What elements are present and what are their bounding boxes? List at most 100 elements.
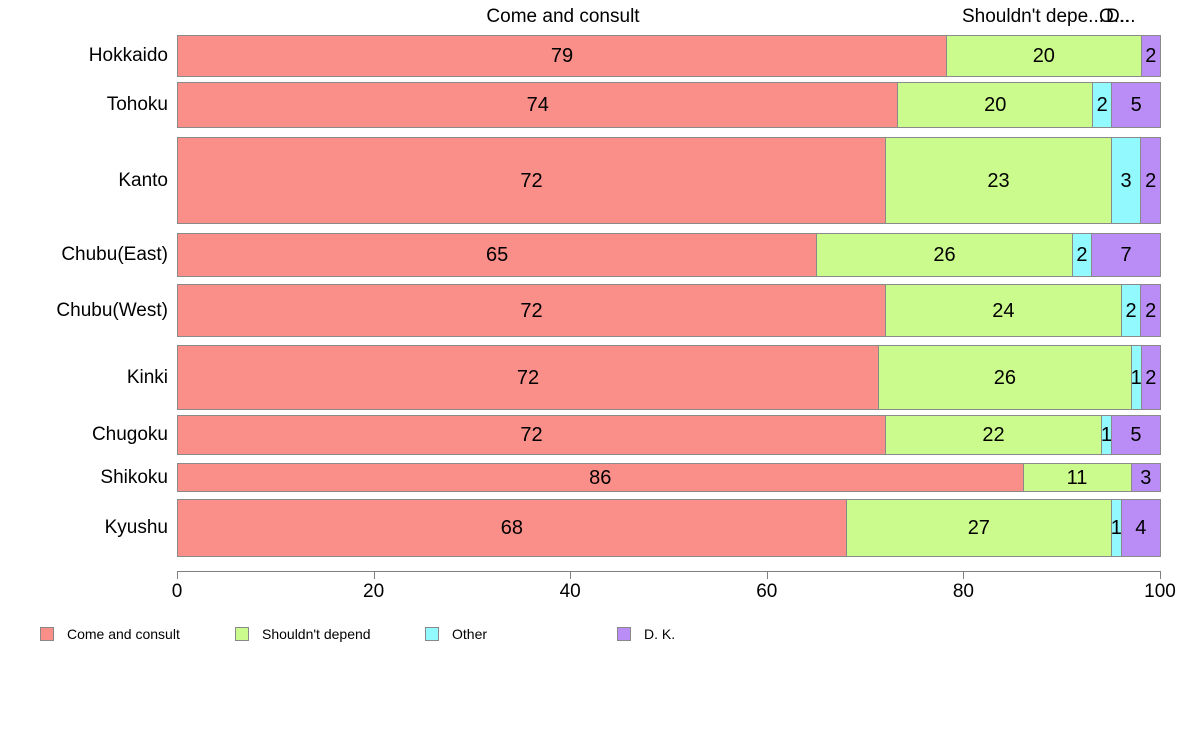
bar-segment: 3 xyxy=(1110,138,1141,223)
value-label: 1 xyxy=(1130,366,1142,389)
axis-tick xyxy=(1160,571,1161,579)
value-label: 72 xyxy=(520,169,543,192)
x-axis: 0 20 40 60 80 100 xyxy=(172,571,1176,602)
axis-tick xyxy=(373,571,375,579)
category-label: Chubu(East) xyxy=(61,244,168,265)
legend-label: Come and consult xyxy=(67,626,180,642)
bar-segment: 23 xyxy=(885,138,1111,223)
category-label: Kyushu xyxy=(104,517,168,538)
bar-segment: 72 xyxy=(178,346,879,409)
bar-row: Chubu(West) 72 24 2 2 xyxy=(0,284,1188,337)
value-label: 2 xyxy=(1145,366,1157,389)
column-header-dk-truncated: D... xyxy=(1106,6,1136,27)
legend-swatch-other xyxy=(425,627,439,641)
bar-segment: 11 xyxy=(1022,464,1131,491)
bar-segment: 2 xyxy=(1120,285,1141,336)
bar-segment: 22 xyxy=(885,416,1102,454)
bar-segment: 2 xyxy=(1140,346,1160,409)
bar-segment: 20 xyxy=(946,36,1141,76)
axis-tick-label: 60 xyxy=(756,581,778,602)
legend-label: Other xyxy=(452,626,488,642)
stacked-bar: 86 11 3 xyxy=(177,463,1161,492)
stacked-bar: 72 24 2 2 xyxy=(177,284,1161,337)
bar-segment: 72 xyxy=(178,285,886,336)
bar-segment: 2 xyxy=(1091,83,1112,127)
value-label: 72 xyxy=(516,366,540,389)
stacked-bar: 72 23 3 2 xyxy=(177,137,1161,224)
value-label: 27 xyxy=(967,517,990,539)
bar-segment: 1 xyxy=(1130,346,1142,409)
value-label: 2 xyxy=(1076,244,1088,266)
value-label: 5 xyxy=(1130,424,1142,446)
value-label: 65 xyxy=(486,244,509,266)
value-label: 68 xyxy=(500,517,523,539)
bar-segment: 2 xyxy=(1140,285,1160,336)
bar-segment: 65 xyxy=(178,234,817,276)
value-label: 2 xyxy=(1145,169,1157,192)
value-label: 26 xyxy=(933,244,956,266)
category-label: Chugoku xyxy=(91,424,168,445)
value-label: 22 xyxy=(982,424,1005,446)
bar-segment: 2 xyxy=(1140,36,1160,76)
value-label: 2 xyxy=(1125,299,1137,322)
bar-segment: 5 xyxy=(1111,83,1160,127)
bar-segment: 27 xyxy=(845,500,1111,556)
legend-label: Shouldn't depend xyxy=(262,626,371,642)
bar-segment: 3 xyxy=(1130,464,1160,491)
value-label: 72 xyxy=(520,424,543,446)
bar-row: Kanto 72 23 3 2 xyxy=(0,137,1188,224)
bar-row: Shikoku 86 11 3 xyxy=(0,463,1188,492)
value-label: 1 xyxy=(1100,424,1113,446)
value-label: 5 xyxy=(1130,94,1142,116)
legend-swatch-dk xyxy=(617,627,631,641)
value-label: 20 xyxy=(1032,45,1055,67)
axis-tick-label: 100 xyxy=(1144,581,1176,602)
stacked-bar: 74 20 2 5 xyxy=(177,82,1161,128)
axis-tick-label: 40 xyxy=(559,581,581,602)
value-label: 2 xyxy=(1145,299,1157,322)
value-label: 3 xyxy=(1120,169,1132,192)
value-label: 7 xyxy=(1120,244,1132,266)
bar-row: Chubu(East) 65 26 2 7 xyxy=(0,233,1188,277)
stacked-bar: 79 20 2 xyxy=(177,35,1161,77)
bar-segment: 2 xyxy=(1140,138,1160,223)
bar-row: Kinki 72 26 1 2 xyxy=(0,345,1188,410)
column-header-other-truncated: O... xyxy=(1099,6,1130,27)
category-label: Shikoku xyxy=(100,466,168,488)
value-label: 72 xyxy=(520,299,543,322)
axis-tick-label: 0 xyxy=(171,581,183,602)
legend-swatch-consult xyxy=(40,627,54,641)
stacked-bar: 68 27 1 4 xyxy=(177,499,1161,557)
value-label: 2 xyxy=(1145,45,1157,67)
bar-segment: 72 xyxy=(178,416,886,454)
bar-segment: 26 xyxy=(816,234,1072,276)
axis-tick xyxy=(963,571,965,579)
value-label: 4 xyxy=(1135,517,1147,539)
bar-row: Chugoku 72 22 1 5 xyxy=(0,415,1188,455)
value-label: 3 xyxy=(1140,466,1152,489)
bar-segment: 1 xyxy=(1111,500,1122,556)
value-label: 79 xyxy=(550,45,574,67)
bar-row: Tohoku 74 20 2 5 xyxy=(0,82,1188,128)
category-label: Tohoku xyxy=(106,94,168,115)
category-label: Kanto xyxy=(118,169,168,191)
bar-segment: 5 xyxy=(1110,416,1160,454)
bar-segment: 68 xyxy=(178,500,846,556)
bar-segment: 74 xyxy=(178,83,898,127)
axis-tick xyxy=(766,571,768,579)
bar-segment: 20 xyxy=(897,83,1092,127)
axis-tick xyxy=(177,571,178,579)
bar-segment: 4 xyxy=(1120,500,1160,556)
axis-tick xyxy=(570,571,572,579)
value-label: 20 xyxy=(984,94,1007,116)
column-header-depend-truncated: Shouldn't depe... xyxy=(962,6,1105,27)
axis-tick-label: 80 xyxy=(952,581,974,602)
stacked-bar: 72 22 1 5 xyxy=(177,415,1161,455)
bar-segment: 72 xyxy=(178,138,886,223)
value-label: 86 xyxy=(589,466,612,489)
category-label: Kinki xyxy=(126,366,168,388)
value-label: 11 xyxy=(1066,466,1088,489)
value-label: 26 xyxy=(993,366,1017,389)
bar-segment: 26 xyxy=(878,346,1131,409)
